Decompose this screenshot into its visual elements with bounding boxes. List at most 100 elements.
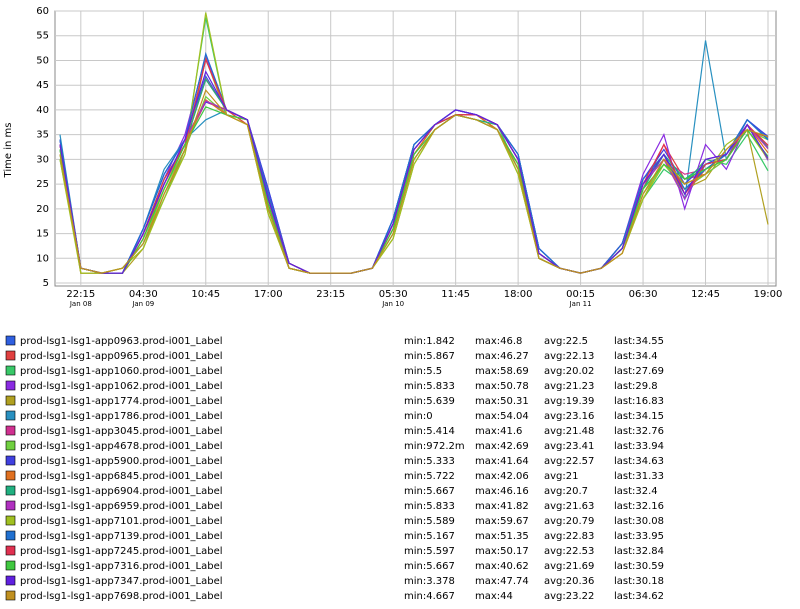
y-tick-label: 60 [36, 6, 49, 17]
legend-stat: avg:20.7 [544, 486, 588, 497]
legend-stat: min:5.667 [404, 486, 455, 497]
legend-label: prod-lsg1-lsg1-app5900.prod-i001_Label [20, 456, 223, 467]
legend-stat: max:51.35 [475, 531, 529, 542]
legend-stat: avg:19.39 [544, 396, 594, 407]
x-tick-label: 23:15 [316, 289, 345, 300]
y-tick-label: 50 [36, 55, 49, 66]
legend-swatch [5, 350, 16, 361]
legend-label: prod-lsg1-lsg1-app6845.prod-i001_Label [20, 471, 223, 482]
legend-stat: max:42.69 [475, 441, 529, 452]
legend-stat: min:5.639 [404, 396, 455, 407]
series-line [59, 12, 769, 274]
legend-swatch [5, 425, 16, 436]
legend-stat: min:3.378 [404, 576, 455, 587]
legend-swatch [5, 410, 16, 421]
legend-stat: min:5.167 [404, 531, 455, 542]
x-tick-label: 18:00 [504, 289, 533, 300]
legend-stat: max:46.27 [475, 351, 529, 362]
y-tick-label: 15 [36, 229, 49, 240]
legend-stat: last:29.8 [614, 381, 658, 392]
legend-label: prod-lsg1-lsg1-app7316.prod-i001_Label [20, 561, 223, 572]
legend-stat: max:46.16 [475, 486, 529, 497]
legend-label: prod-lsg1-lsg1-app7101.prod-i001_Label [20, 516, 223, 527]
legend-label: prod-lsg1-lsg1-app1060.prod-i001_Label [20, 366, 223, 377]
x-tick-label: 10:45 [191, 289, 220, 300]
x-tick-label: 05:30 [379, 289, 408, 300]
legend-stat: last:30.18 [614, 576, 664, 587]
x-tick-date: Jan 08 [69, 300, 92, 308]
legend-stat: min:5.833 [404, 381, 455, 392]
legend-stat: last:31.33 [614, 471, 664, 482]
legend-stat: last:32.84 [614, 546, 664, 557]
x-tick-label: 00:15 [566, 289, 595, 300]
legend-stat: avg:21.23 [544, 381, 594, 392]
legend-stat: last:34.4 [614, 351, 658, 362]
legend-label: prod-lsg1-lsg1-app0963.prod-i001_Label [20, 336, 223, 347]
legend-stat: min:4.667 [404, 591, 455, 602]
legend-swatch [5, 560, 16, 571]
legend-stat: min:5.667 [404, 561, 455, 572]
legend-stat: last:33.95 [614, 531, 664, 542]
x-tick-label: 22:15 [66, 289, 95, 300]
x-tick-date: Jan 11 [569, 300, 592, 308]
legend-stat: avg:21.63 [544, 501, 594, 512]
legend-stat: avg:21.48 [544, 426, 594, 437]
lines [59, 12, 769, 274]
legend-label: prod-lsg1-lsg1-app7698.prod-i001_Label [20, 591, 223, 602]
legend-stat: last:32.4 [614, 486, 658, 497]
legend-stat: last:33.94 [614, 441, 664, 452]
legend-swatch [5, 365, 16, 376]
legend-stat: max:41.6 [475, 426, 522, 437]
legend-stat: min:972.2m [404, 441, 465, 452]
legend-stat: avg:20.36 [544, 576, 594, 587]
y-tick-label: 25 [36, 179, 49, 190]
y-tick-label: 40 [36, 105, 49, 116]
legend-stat: max:54.04 [475, 411, 529, 422]
legend-stat: avg:20.79 [544, 516, 594, 527]
legend-stat: last:30.08 [614, 516, 664, 527]
y-tick-label: 30 [36, 154, 49, 165]
legend-stat: last:30.59 [614, 561, 664, 572]
y-tick-label: 10 [36, 253, 49, 264]
x-tick-date: Jan 09 [131, 300, 154, 308]
legend-stat: avg:22.57 [544, 456, 594, 467]
legend-stat: last:32.16 [614, 501, 664, 512]
legend-stat: max:41.64 [475, 456, 529, 467]
y-tick-label: 45 [36, 80, 49, 91]
legend-label: prod-lsg1-lsg1-app7347.prod-i001_Label [20, 576, 223, 587]
legend-label: prod-lsg1-lsg1-app0965.prod-i001_Label [20, 351, 223, 362]
legend-stat: last:34.63 [614, 456, 664, 467]
y-tick-label: 35 [36, 130, 49, 141]
legend-stat: max:50.17 [475, 546, 529, 557]
legend-stat: avg:20.02 [544, 366, 594, 377]
legend-stat: avg:23.16 [544, 411, 594, 422]
legend-label: prod-lsg1-lsg1-app1062.prod-i001_Label [20, 381, 223, 392]
legend-stat: min:5.414 [404, 426, 455, 437]
x-tick-label: 04:30 [129, 289, 158, 300]
legend-stat: max:44 [475, 591, 513, 602]
legend-swatch [5, 470, 16, 481]
legend-stat: avg:22.83 [544, 531, 594, 542]
legend-stat: last:16.83 [614, 396, 664, 407]
legend-swatch [5, 335, 16, 346]
x-tick-label: 11:45 [441, 289, 470, 300]
x-tick-label: 17:00 [254, 289, 283, 300]
legend-stat: avg:21.69 [544, 561, 594, 572]
legend-stat: min:5.833 [404, 501, 455, 512]
legend-stat: avg:21 [544, 471, 579, 482]
legend-stat: max:40.62 [475, 561, 529, 572]
series-line [59, 70, 769, 274]
legend-swatch [5, 485, 16, 496]
legend-label: prod-lsg1-lsg1-app6959.prod-i001_Label [20, 501, 223, 512]
series-line [59, 88, 769, 274]
x-tick-label: 06:30 [629, 289, 658, 300]
legend-swatch [5, 530, 16, 541]
legend-label: prod-lsg1-lsg1-app1786.prod-i001_Label [20, 411, 223, 422]
legend-stat: min:0 [404, 411, 433, 422]
legend-swatch [5, 440, 16, 451]
legend-label: prod-lsg1-lsg1-app4678.prod-i001_Label [20, 441, 223, 452]
legend-label: prod-lsg1-lsg1-app7139.prod-i001_Label [20, 531, 223, 542]
x-tick-label: 12:45 [691, 289, 720, 300]
legend-label: prod-lsg1-lsg1-app1774.prod-i001_Label [20, 396, 223, 407]
